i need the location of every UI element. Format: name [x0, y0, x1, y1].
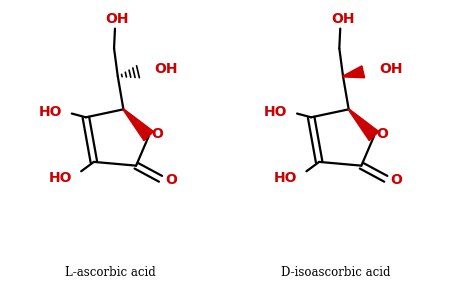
Text: D-isoascorbic acid: D-isoascorbic acid: [281, 266, 390, 279]
Text: HO: HO: [48, 171, 72, 185]
Text: HO: HO: [264, 105, 288, 119]
Polygon shape: [348, 109, 379, 141]
Text: O: O: [151, 127, 163, 141]
Polygon shape: [343, 66, 365, 78]
Text: OH: OH: [379, 62, 403, 77]
Polygon shape: [123, 109, 154, 141]
Text: L-ascorbic acid: L-ascorbic acid: [65, 266, 155, 279]
Text: O: O: [390, 173, 402, 187]
Text: O: O: [376, 127, 388, 141]
Text: O: O: [165, 173, 177, 187]
Text: OH: OH: [154, 62, 177, 77]
Text: OH: OH: [106, 12, 129, 26]
Text: OH: OH: [331, 12, 355, 26]
Text: HO: HO: [39, 105, 63, 119]
Text: HO: HO: [273, 171, 297, 185]
